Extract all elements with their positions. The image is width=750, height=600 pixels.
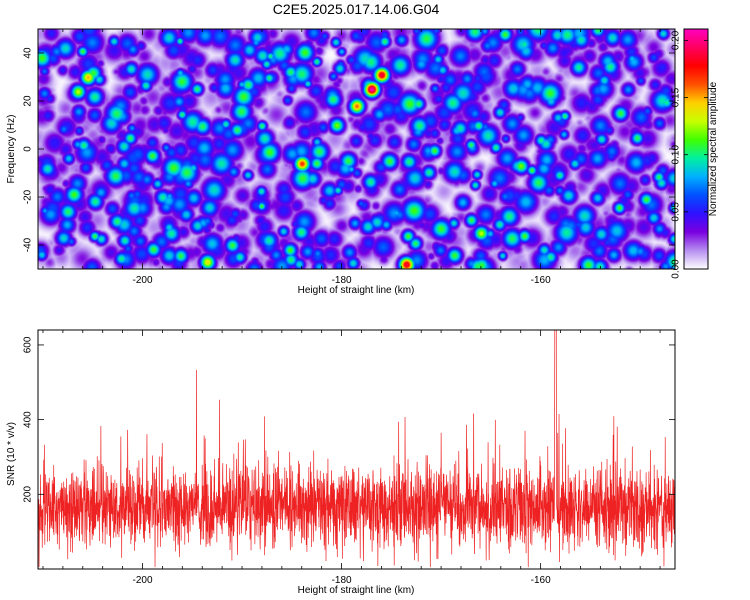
spectrogram-y-axis-label: Frequency (Hz)	[6, 115, 17, 184]
spectrogram-image	[38, 29, 675, 269]
colorbar-frame	[683, 28, 709, 270]
snr-plot: -200 -180 -160 200 400 600 Height of straight…	[6, 329, 676, 596]
snr-x-tick-label: -160	[531, 575, 551, 586]
snr-y-tick-label: 400	[23, 411, 34, 428]
spectrogram-x-tick-label: -200	[133, 275, 153, 286]
spectrogram-y-tick-label: 0	[23, 146, 34, 152]
figure-title: C2E5.2025.017.14.06.G04	[273, 1, 440, 17]
snr-y-tick-label: 200	[23, 486, 34, 503]
colorbar-tick-label: 0.15	[671, 87, 682, 107]
colorbar-gradient	[684, 29, 708, 269]
spectrogram-x-tick-label: -160	[531, 275, 551, 286]
snr-y-axis-label: SNR (10 * v/v)	[6, 422, 17, 486]
spectrogram-y-tick-label: -40	[23, 237, 34, 252]
snr-axes: -200 -180 -160 200 400 600	[23, 330, 675, 586]
snr-x-axis-label: Height of straight line (km)	[298, 585, 415, 596]
snr-x-tick-label: -180	[332, 575, 352, 586]
colorbar: 0.00 0.05 0.10 0.15 0.20 Normalized spectral…	[671, 28, 719, 279]
spectrogram-y-tick-label: 20	[23, 95, 34, 107]
spectrogram-x-tick-label: -180	[332, 275, 352, 286]
snr-frame	[37, 329, 676, 570]
spectrogram-y-tick-label: 40	[23, 47, 34, 59]
snr-x-tick-label: -200	[133, 575, 153, 586]
colorbar-tick-label: 0.00	[671, 259, 682, 279]
colorbar-label: Normalized spectral amplitude	[708, 81, 719, 216]
spectrogram-y-tick-label: -20	[23, 189, 34, 204]
snr-series-line	[38, 330, 675, 568]
colorbar-tick-label: 0.10	[671, 145, 682, 165]
snr-y-tick-label: 600	[23, 336, 34, 353]
colorbar-tick-label: 0.05	[671, 202, 682, 222]
colorbar-axis: 0.00 0.05 0.10 0.15 0.20	[671, 30, 708, 279]
spectrogram-x-axis-label: Height of straight line (km)	[298, 285, 415, 296]
colorbar-tick-label: 0.20	[671, 30, 682, 50]
